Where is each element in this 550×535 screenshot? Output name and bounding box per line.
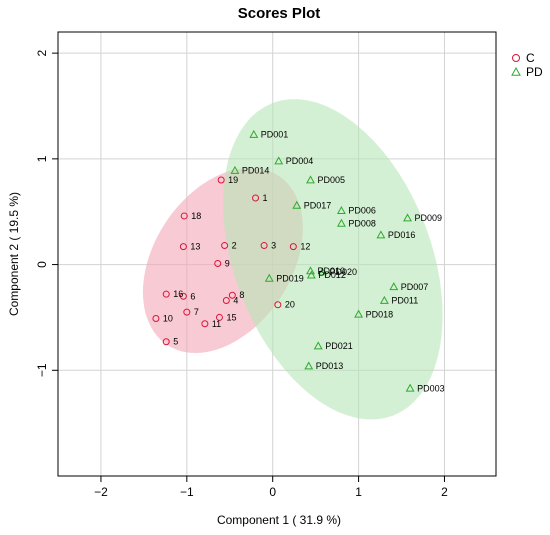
point-8 [228, 291, 236, 299]
x-axis-label: Component 1 ( 31.9 %) [217, 513, 341, 527]
legend-marker-c [512, 54, 520, 62]
point-label-12: 12 [300, 242, 310, 252]
point-9 [214, 260, 222, 268]
point-label-PD006: PD006 [348, 206, 376, 216]
point-PD004 [274, 156, 284, 165]
point-label-7: 7 [194, 307, 199, 317]
point-19 [217, 176, 225, 184]
point-PD008 [336, 218, 346, 227]
y-tick-label: −1 [35, 363, 49, 377]
point-PD005 [306, 175, 315, 184]
point-PD003 [405, 383, 415, 392]
point-label-11: 11 [212, 319, 221, 329]
point-PD009 [403, 213, 412, 222]
point-label-PD011: PD011 [391, 296, 418, 306]
point-PD019 [264, 273, 274, 282]
point-label-PD008: PD008 [348, 218, 376, 228]
x-axis-ticks: −2 −1 0 1 2 [94, 476, 448, 499]
point-label-PD010: PD010 [317, 266, 345, 276]
point-label-3: 3 [271, 241, 276, 251]
point-PD006 [336, 206, 346, 215]
legend-label-pd: PD [526, 65, 543, 79]
point-label-PD018: PD018 [366, 309, 394, 319]
y-tick-label: 0 [35, 261, 49, 268]
data-points [152, 129, 415, 392]
point-label-19: 19 [228, 175, 238, 185]
x-tick-label: −2 [94, 485, 108, 499]
x-tick-label: 0 [269, 485, 276, 499]
y-axis-label: Component 2 ( 19.5 %) [7, 192, 21, 316]
y-axis-ticks: −1 0 1 2 [35, 49, 58, 377]
point-label-6: 6 [190, 291, 195, 301]
point-11 [201, 320, 209, 328]
point-5 [162, 338, 170, 346]
point-PD013 [304, 361, 314, 370]
x-tick-label: −1 [180, 485, 194, 499]
point-15 [215, 313, 223, 321]
y-tick-label: 2 [35, 49, 49, 56]
point-label-15: 15 [226, 312, 236, 322]
point-label-13: 13 [190, 242, 200, 252]
point-18 [180, 212, 188, 220]
point-label-PD019: PD019 [276, 273, 304, 283]
point-PD016 [376, 230, 386, 239]
legend-marker-pd [511, 66, 521, 76]
point-PD014 [230, 165, 240, 174]
point-label-PD017: PD017 [304, 200, 332, 210]
point-1 [252, 194, 260, 202]
point-PD001 [249, 129, 259, 138]
point-6 [179, 292, 187, 300]
point-PD011 [379, 295, 389, 304]
x-tick-label: 2 [441, 485, 448, 499]
point-label-PD021: PD021 [325, 341, 353, 351]
point-PD017 [292, 200, 302, 209]
y-tick-label: 1 [35, 155, 49, 162]
point-label-PD004: PD004 [286, 156, 314, 166]
point-label-PD003: PD003 [417, 383, 445, 393]
point-4 [222, 297, 230, 305]
point-label-PD012: PD012 [318, 270, 346, 280]
point-label-18: 18 [191, 211, 201, 221]
point-label-1: 1 [263, 193, 268, 203]
point-label-PD001: PD001 [261, 130, 289, 140]
point-20 [274, 301, 282, 309]
point-label-PD016: PD016 [388, 230, 416, 240]
point-labels: 12 3456789101112131516181920PD001PD004PD0… [163, 130, 445, 394]
point-12 [289, 243, 297, 251]
x-tick-label: 1 [355, 485, 362, 499]
point-label-PD014: PD014 [242, 165, 270, 175]
point-label-PD005: PD005 [317, 175, 345, 185]
confidence-ellipses [142, 99, 443, 420]
plot-frame [57, 31, 497, 477]
point-label-8: 8 [239, 290, 244, 300]
legend: CPD [511, 51, 543, 79]
chart-title: Scores Plot [238, 5, 321, 22]
ellipse-pd [223, 99, 443, 420]
point-label-5: 5 [173, 337, 178, 347]
point-label-10: 10 [163, 313, 173, 323]
point-label-4: 4 [233, 296, 238, 306]
point-label-9: 9 [225, 259, 230, 269]
point-label-PD020: PD020 [330, 267, 358, 277]
point-PD021 [313, 341, 323, 350]
point-label-16: 16 [173, 289, 183, 299]
point-label-PD009: PD009 [415, 213, 443, 223]
point-10 [152, 314, 160, 322]
point-label-20: 20 [285, 300, 295, 310]
legend-label-c: C [526, 51, 535, 65]
point-2 [221, 242, 229, 250]
point-PD012 [306, 270, 316, 279]
point-label-PD007: PD007 [401, 282, 429, 292]
point-PD007 [389, 282, 399, 291]
point-label-PD013: PD013 [316, 361, 344, 371]
point-13 [179, 243, 187, 251]
point-label-2: 2 [232, 241, 237, 251]
point-PD020 [318, 267, 327, 276]
point-PD018 [354, 309, 364, 318]
point-7 [183, 308, 191, 316]
point-3 [260, 242, 268, 250]
point-16 [162, 290, 170, 298]
